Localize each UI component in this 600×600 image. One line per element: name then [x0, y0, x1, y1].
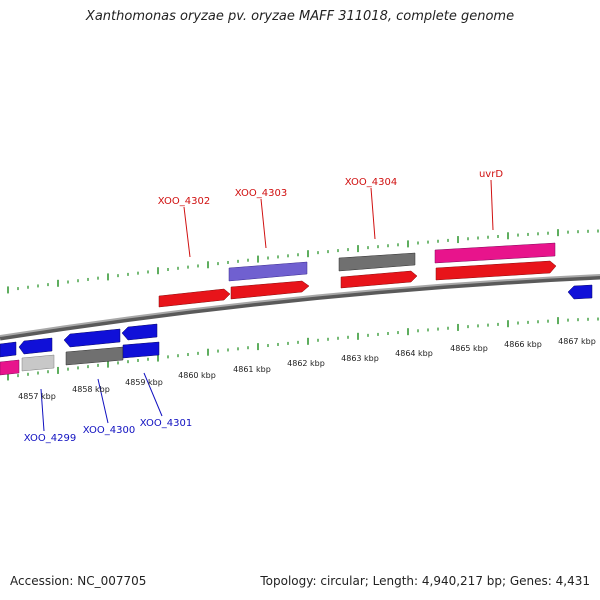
label-xoo-4304[interactable]: XOO_4304 [345, 177, 397, 188]
gene-xoo-4303-red[interactable] [230, 280, 310, 300]
genome-backbone [0, 274, 600, 337]
gene-left-blue-2[interactable] [18, 337, 53, 355]
gene-left-pink[interactable] [0, 359, 20, 376]
ruler-labels: 4857 kbp 4858 kbp 4859 kbp 4860 kbp 4861… [18, 337, 596, 401]
label-xoo-4302[interactable]: XOO_4302 [158, 196, 210, 207]
upper-gene-row [158, 242, 557, 308]
gene-xoo-4303[interactable] [228, 261, 308, 282]
label-xoo-4303[interactable]: XOO_4303 [235, 188, 287, 199]
genome-backbone-shadow [0, 274, 600, 341]
ruler-label: 4863 kbp [341, 354, 379, 363]
accession-text: Accession: NC_007705 [10, 574, 147, 588]
ruler-label: 4859 kbp [125, 378, 163, 387]
lower-gene-row [0, 284, 593, 376]
gene-xoo-4301-upper[interactable] [121, 323, 158, 341]
upper-gene-labels: XOO_4302 XOO_4303 XOO_4304 uvrD [158, 169, 504, 207]
lower-gene-labels: XOO_4299 XOO_4300 XOO_4301 [24, 418, 192, 444]
lower-tick-row [7, 317, 599, 381]
ruler-label: 4867 kbp [558, 337, 596, 346]
ruler-label: 4862 kbp [287, 359, 325, 368]
ruler-label: 4857 kbp [18, 392, 56, 401]
gene-xoo-4304[interactable] [338, 252, 416, 272]
gene-uvrd-red[interactable] [435, 260, 557, 281]
ruler-label: 4861 kbp [233, 365, 271, 374]
label-xoo-4301[interactable]: XOO_4301 [140, 418, 192, 429]
map-title: Xanthomonas oryzae pv. oryzae MAFF 31101… [85, 9, 515, 24]
label-leader-lines [40, 179, 494, 432]
upper-tick-row [7, 229, 599, 294]
gene-right-blue[interactable] [567, 284, 593, 300]
gene-xoo-4302[interactable] [158, 288, 231, 308]
gene-xoo-4301[interactable] [122, 341, 160, 359]
label-xoo-4299[interactable]: XOO_4299 [24, 433, 76, 444]
label-xoo-4300[interactable]: XOO_4300 [83, 425, 135, 436]
ruler-label: 4860 kbp [178, 371, 216, 380]
gene-xoo-4300-blue[interactable] [63, 328, 121, 348]
ruler-label: 4858 kbp [72, 385, 110, 394]
gene-left-blue-1[interactable] [0, 341, 17, 358]
gene-xoo-4300[interactable] [65, 346, 124, 366]
ruler-label: 4865 kbp [450, 344, 488, 353]
gene-xoo-4304-red[interactable] [340, 270, 418, 289]
ruler-label: 4864 kbp [395, 349, 433, 358]
gene-uvrd[interactable] [434, 242, 556, 264]
genome-summary-text: Topology: circular; Length: 4,940,217 bp… [260, 574, 590, 588]
label-uvrd[interactable]: uvrD [479, 169, 503, 180]
ruler-label: 4866 kbp [504, 340, 542, 349]
gene-xoo-4299[interactable] [21, 354, 55, 372]
